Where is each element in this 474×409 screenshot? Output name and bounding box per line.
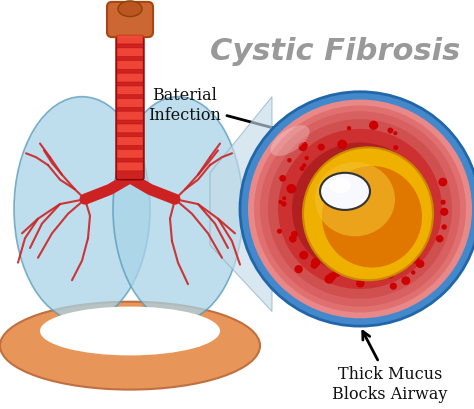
Circle shape: [240, 92, 474, 326]
Circle shape: [268, 120, 452, 299]
Ellipse shape: [329, 178, 351, 194]
Circle shape: [412, 251, 419, 258]
Circle shape: [337, 140, 347, 150]
Text: Baterial
Infection: Baterial Infection: [148, 87, 289, 135]
FancyBboxPatch shape: [117, 36, 143, 45]
FancyBboxPatch shape: [116, 25, 144, 180]
Circle shape: [300, 167, 305, 172]
Circle shape: [279, 175, 286, 182]
Circle shape: [410, 254, 419, 264]
FancyBboxPatch shape: [107, 3, 153, 38]
Circle shape: [254, 106, 466, 312]
Circle shape: [347, 127, 351, 131]
Text: Thick Mucus
Blocks Airway: Thick Mucus Blocks Airway: [332, 332, 447, 402]
FancyBboxPatch shape: [117, 112, 143, 121]
Circle shape: [286, 184, 296, 194]
Circle shape: [291, 231, 298, 238]
Ellipse shape: [40, 307, 220, 355]
Circle shape: [277, 229, 282, 234]
Circle shape: [248, 100, 472, 319]
Ellipse shape: [315, 163, 395, 237]
Ellipse shape: [320, 173, 370, 210]
FancyBboxPatch shape: [117, 137, 143, 146]
Circle shape: [436, 236, 444, 243]
Ellipse shape: [271, 126, 310, 157]
Circle shape: [393, 146, 398, 151]
Circle shape: [386, 272, 394, 279]
Circle shape: [310, 262, 318, 269]
Circle shape: [393, 132, 397, 136]
Circle shape: [440, 200, 446, 205]
Circle shape: [282, 197, 286, 201]
Circle shape: [366, 274, 372, 279]
Circle shape: [292, 143, 428, 276]
Circle shape: [356, 279, 365, 288]
Circle shape: [325, 275, 334, 284]
Ellipse shape: [14, 97, 150, 321]
FancyBboxPatch shape: [117, 163, 143, 171]
Circle shape: [302, 164, 307, 168]
Circle shape: [390, 283, 397, 290]
Circle shape: [380, 270, 386, 276]
FancyBboxPatch shape: [117, 150, 143, 159]
Polygon shape: [210, 97, 272, 312]
Circle shape: [281, 202, 286, 207]
FancyBboxPatch shape: [117, 125, 143, 133]
Circle shape: [260, 112, 460, 307]
Circle shape: [328, 273, 337, 281]
FancyBboxPatch shape: [117, 87, 143, 95]
Circle shape: [404, 262, 410, 268]
Ellipse shape: [0, 302, 260, 390]
Ellipse shape: [118, 2, 142, 18]
Circle shape: [287, 159, 292, 163]
Circle shape: [387, 128, 393, 134]
Circle shape: [440, 208, 448, 216]
Circle shape: [299, 251, 308, 260]
FancyBboxPatch shape: [117, 99, 143, 108]
Circle shape: [401, 276, 410, 285]
Circle shape: [411, 271, 415, 275]
Circle shape: [289, 236, 297, 243]
Circle shape: [318, 144, 325, 151]
Circle shape: [441, 225, 447, 230]
Circle shape: [278, 200, 283, 204]
FancyBboxPatch shape: [117, 61, 143, 70]
Circle shape: [294, 265, 303, 274]
FancyBboxPatch shape: [117, 74, 143, 83]
Ellipse shape: [322, 166, 422, 268]
Circle shape: [416, 260, 424, 268]
Text: Cystic Fibrosis: Cystic Fibrosis: [210, 37, 460, 66]
Circle shape: [299, 143, 307, 152]
Circle shape: [311, 258, 320, 267]
Ellipse shape: [113, 97, 243, 321]
Circle shape: [304, 157, 309, 161]
Circle shape: [369, 121, 378, 130]
Circle shape: [332, 270, 340, 278]
Ellipse shape: [303, 148, 433, 281]
FancyBboxPatch shape: [117, 49, 143, 58]
Circle shape: [301, 143, 308, 149]
Circle shape: [410, 247, 418, 255]
Circle shape: [278, 130, 442, 289]
Circle shape: [438, 178, 447, 187]
